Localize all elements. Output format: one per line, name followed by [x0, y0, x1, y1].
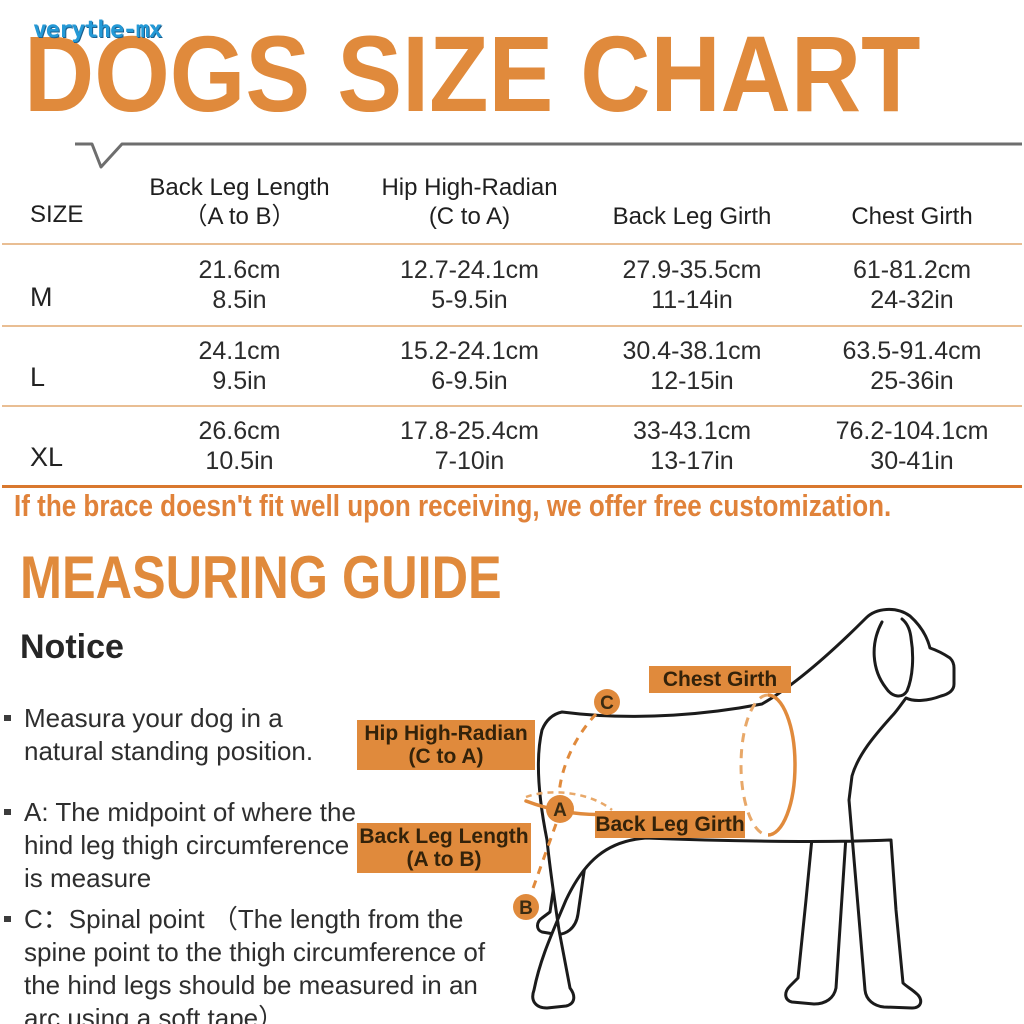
cell-xl-back-leg-girth: 33-43.1cm 13-17in [632, 417, 752, 475]
diagram-label-chest-girth: Chest Girth [649, 666, 791, 693]
size-label-xl: XL [30, 442, 64, 472]
col-header-back-leg-length: Back Leg Length （A to B） [149, 174, 330, 230]
dog-measuring-diagram: C A B [513, 608, 956, 1010]
hip-radian-arc [557, 702, 608, 795]
col-header-chest-girth: Chest Girth [851, 203, 973, 230]
diagram-label-back-leg-length: Back Leg Length (A to B) [357, 823, 531, 873]
notice-heading: Notice [20, 628, 124, 666]
cell-l-chest-girth: 63.5-91.4cm 25-36in [842, 337, 982, 395]
cell-m-back-leg-length: 21.6cm 8.5in [198, 256, 281, 314]
cell-l-back-leg-girth: 30.4-38.1cm 12-15in [622, 337, 762, 395]
table-header-row: SIZE Back Leg Length （A to B） Hip High-R… [2, 150, 1022, 245]
free-customization-note: If the brace doesn't fit well upon recei… [14, 488, 892, 523]
cell-l-back-leg-length: 24.1cm 9.5in [198, 337, 281, 395]
marker-b-letter: B [519, 898, 533, 919]
marker-c: C [594, 689, 620, 715]
diagram-label-back-leg-girth: Back Leg Girth [595, 811, 745, 838]
brand-logo: verythe-mx [33, 17, 162, 43]
dog-body-outline [531, 608, 956, 1010]
notice-item-point-a: A: The midpoint of where the hind leg th… [4, 796, 494, 895]
back-leg-length-line [529, 823, 558, 895]
col-header-size: SIZE [30, 201, 84, 228]
cell-xl-chest-girth: 76.2-104.1cm 30-41in [835, 417, 989, 475]
cell-m-back-leg-girth: 27.9-35.5cm 11-14in [622, 256, 762, 314]
marker-a: A [546, 795, 574, 823]
marker-a-letter: A [553, 800, 567, 821]
table-top-rule-with-notch [75, 142, 1022, 169]
table-row-m: M 21.6cm 8.5in 12.7-24.1cm 5-9.5in 27.9-… [2, 245, 1022, 327]
chest-girth-ellipse [739, 693, 797, 837]
size-label-l: L [30, 362, 46, 392]
measuring-guide-title: MEASURING GUIDE [20, 544, 502, 611]
table-row-xl: XL 26.6cm 10.5in 17.8-25.4cm 7-10in 33-4… [2, 407, 1022, 488]
marker-b: B [513, 894, 539, 920]
cell-l-hip-high-radian: 15.2-24.1cm 6-9.5in [400, 337, 539, 395]
table-row-l: L 24.1cm 9.5in 15.2-24.1cm 6-9.5in 30.4-… [2, 327, 1022, 407]
size-label-m: M [30, 282, 53, 312]
col-header-hip-high-radian: Hip High-Radian (C to A) [381, 174, 558, 230]
cell-m-hip-high-radian: 12.7-24.1cm 5-9.5in [400, 256, 539, 314]
cell-xl-hip-high-radian: 17.8-25.4cm 7-10in [400, 417, 539, 475]
cell-xl-back-leg-length: 26.6cm 10.5in [198, 417, 281, 475]
notice-item-standing-position: Measura your dog in a natural standing p… [4, 702, 494, 768]
cell-m-chest-girth: 61-81.2cm 24-32in [852, 256, 972, 314]
diagram-label-hip-high-radian: Hip High-Radian (C to A) [357, 720, 535, 770]
notice-item-point-c: C：Spinal point （The length from the spin… [4, 903, 494, 1024]
size-chart-table: SIZE Back Leg Length （A to B） Hip High-R… [2, 150, 1022, 488]
marker-c-letter: C [600, 693, 614, 714]
col-header-back-leg-girth: Back Leg Girth [612, 203, 772, 230]
dog-ear-line [872, 617, 915, 698]
page-title: DOGS SIZE CHART [24, 13, 921, 134]
